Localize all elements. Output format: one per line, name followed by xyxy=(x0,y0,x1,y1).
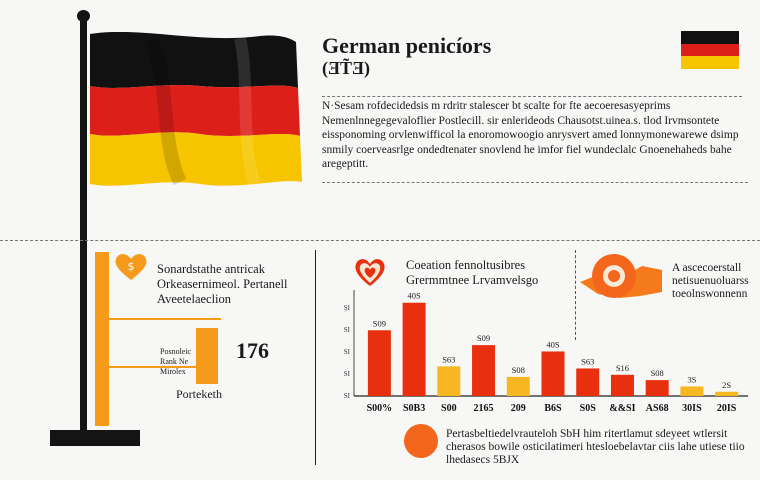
chart-x-tick-label: 20IS xyxy=(717,403,737,414)
chart-data-label: S63 xyxy=(581,356,594,366)
chart-bar xyxy=(402,302,426,396)
flagpole xyxy=(80,14,87,432)
left-value-bar xyxy=(196,328,218,384)
orange-dot-icon xyxy=(404,424,438,458)
chart-y-tick-label: SI xyxy=(344,392,351,400)
left-mini-label: Rank Ne xyxy=(160,357,189,366)
page-subtitle: (ƎT̃Ǝ) xyxy=(322,58,371,78)
panel-divider-dashed xyxy=(575,250,576,340)
bar-chart: ŞI SI SI SI SI S09 S00% 40S S0B3 S63 S00 S09 2165 S08… xyxy=(344,290,748,414)
orange-ring-icon xyxy=(580,254,662,298)
chart-bar xyxy=(576,368,600,396)
right-heading-line: A ascecoerstall xyxy=(672,262,742,274)
svg-text:$: $ xyxy=(128,260,135,273)
chart-x-tick-label: S0B3 xyxy=(403,403,425,414)
german-flag-icon xyxy=(90,32,302,187)
left-heading-line: Sonardstathe antricak xyxy=(157,262,265,276)
chart-data-label: S16 xyxy=(616,363,629,373)
intro-paragraph: N·Sesam rofdecidedsis m rdritr stalescer… xyxy=(322,100,739,170)
center-heading-line: Coeation fennoltusibres xyxy=(406,258,526,272)
left-mini-label: Posnoleic xyxy=(160,347,192,356)
chart-data-label: 2S xyxy=(722,380,731,390)
section-divider xyxy=(0,240,760,241)
right-heading-line: netisuenuoluarss xyxy=(672,275,749,287)
chart-bar xyxy=(680,386,704,396)
left-connector-line xyxy=(109,366,197,368)
left-heading-line: Orkeasernimeol. Pertanell xyxy=(157,277,288,291)
heart-icon xyxy=(355,259,385,286)
left-mini-label: Mirolex xyxy=(160,367,186,376)
chart-bar xyxy=(437,366,461,396)
chart-x-tick-label: AS68 xyxy=(646,403,669,414)
chart-data-label: S09 xyxy=(477,333,490,343)
chart-y-tick-label: SI xyxy=(344,370,351,378)
left-orange-bar xyxy=(95,252,109,426)
chart-x-tick-label: &&SI xyxy=(609,403,635,414)
chart-bar xyxy=(645,380,669,396)
panel-divider xyxy=(315,250,316,465)
chart-data-label: 40S xyxy=(407,291,421,301)
chart-data-label: 3S xyxy=(687,374,696,384)
chart-y-tick-label: SI xyxy=(344,326,351,334)
right-heading: A ascecoerstall netisuenuoluarss toeolns… xyxy=(672,262,749,301)
page-title: German penicíors xyxy=(322,33,492,58)
chart-y-tick-label: SI xyxy=(344,348,351,356)
chart-bar xyxy=(715,391,739,396)
mini-german-flag-icon xyxy=(681,31,739,69)
chart-x-tick-label: S0S xyxy=(580,403,597,414)
left-connector-line xyxy=(109,318,221,320)
chart-data-label: 40S xyxy=(546,339,560,349)
heart-badge-icon: $ xyxy=(115,254,147,280)
bottom-note-line: lhedasecs 5BJX xyxy=(446,454,520,466)
chart-data-label: S09 xyxy=(373,318,386,328)
chart-bar xyxy=(367,330,391,396)
chart-x-tick-label: 2165 xyxy=(474,403,494,414)
chart-x-tick-label: S00% xyxy=(367,403,393,414)
bottom-note: Pertasbeltiedelvrauteloh SbH him ritertl… xyxy=(446,428,746,467)
bottom-note-line: cherasos bowile osticilatimeri htesloebe… xyxy=(446,441,745,453)
chart-x-tick-label: 209 xyxy=(511,403,526,414)
chart-x-tick-label: 30IS xyxy=(682,403,702,414)
chart-y-tick-label: ŞI xyxy=(344,304,351,312)
chart-x-tick-label: B6S xyxy=(544,403,562,414)
center-heading: Coeation fennoltusibres Grermmtnee Lrvam… xyxy=(406,258,538,288)
right-heading-line: toeolnswonnenn xyxy=(672,288,748,300)
intro-bottom-rule xyxy=(322,182,748,183)
flagpole-base xyxy=(50,430,140,446)
chart-x-tick-label: S00 xyxy=(441,403,457,414)
bottom-note-line: Pertasbeltiedelvrauteloh SbH him ritertl… xyxy=(446,428,728,440)
left-big-value: 176 xyxy=(236,338,269,363)
chart-bar xyxy=(472,345,496,396)
center-heading-line: Grermmtnee Lrvamvelsgo xyxy=(406,273,539,287)
left-foot-label: Porteketh xyxy=(176,387,222,401)
chart-data-label: S63 xyxy=(442,354,455,364)
chart-data-label: S08 xyxy=(651,368,664,378)
left-heading-line: Aveetelaeclion xyxy=(157,292,232,306)
left-heading: Sonardstathe antricak Orkeasernimeol. Pe… xyxy=(157,262,307,307)
chart-bar xyxy=(541,351,565,396)
intro-top-rule xyxy=(322,96,742,97)
chart-data-label: S08 xyxy=(512,365,525,375)
chart-bar xyxy=(610,374,634,396)
chart-bar xyxy=(506,376,530,396)
